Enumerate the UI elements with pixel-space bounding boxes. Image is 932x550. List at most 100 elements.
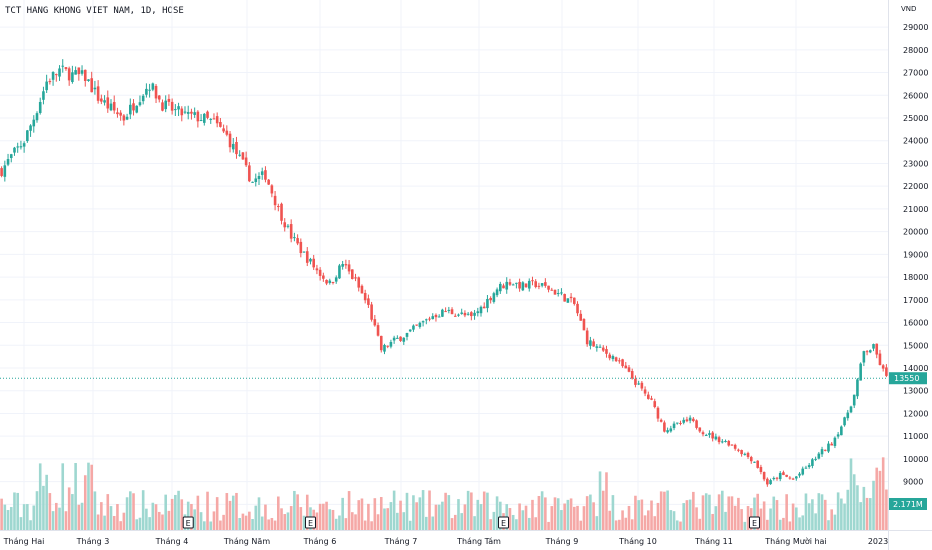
volume-bar: [685, 500, 689, 530]
x-tick-label: Tháng Mười hai: [764, 536, 826, 546]
candle-body: [13, 147, 16, 153]
volume-bar: [457, 499, 460, 530]
volume-bar: [624, 517, 628, 530]
candle-body: [109, 103, 113, 111]
candle-body: [209, 118, 213, 120]
volume-bar: [83, 475, 87, 530]
volume-bar: [112, 516, 116, 530]
earnings-marker[interactable]: E: [498, 516, 510, 529]
volume-bar: [836, 492, 840, 530]
candle-body: [527, 280, 531, 289]
candle-body: [293, 237, 296, 239]
volume-bar: [167, 510, 171, 530]
candle-body: [566, 298, 570, 303]
volume-bar: [106, 494, 110, 530]
volume-bar: [785, 494, 788, 530]
earnings-marker[interactable]: E: [304, 516, 316, 529]
volume-bar: [798, 517, 801, 530]
volume-bar: [605, 472, 608, 530]
candle-body: [135, 105, 139, 113]
candle-body: [93, 87, 97, 90]
candle-body: [418, 322, 422, 327]
volume-bar: [80, 502, 84, 530]
volume-bar: [846, 489, 850, 530]
candle-body: [759, 466, 763, 473]
candle-body: [174, 109, 177, 111]
volume-bar: [804, 493, 808, 530]
candle-body: [804, 467, 808, 469]
candle-body: [717, 437, 721, 443]
candle-body: [862, 351, 866, 363]
candle-body: [90, 78, 93, 93]
volume-bar: [540, 491, 544, 530]
volume-bar: [257, 497, 261, 530]
candle-body: [627, 367, 631, 372]
earnings-marker[interactable]: E: [748, 516, 760, 529]
volume-bar: [151, 502, 155, 530]
volume-bar: [55, 502, 58, 530]
volume-bar: [531, 499, 534, 530]
candle-body: [701, 432, 705, 435]
candle-body: [595, 346, 599, 348]
x-tick-label: Tháng Tám: [456, 537, 501, 546]
volume-bar: [206, 491, 209, 530]
candle-body: [87, 79, 90, 82]
candle-body: [376, 325, 380, 336]
candle-body: [119, 112, 122, 116]
volume-bar: [589, 494, 592, 530]
volume-bar: [721, 490, 724, 530]
y-tick-label: 9000: [903, 478, 923, 487]
candle-body: [540, 283, 544, 286]
candle-body: [685, 419, 689, 422]
candle-body: [29, 125, 32, 131]
candle-body: [820, 449, 824, 455]
candle-body: [267, 179, 270, 185]
volume-bar: [299, 507, 303, 530]
candle-body: [775, 477, 779, 479]
candle-body: [3, 165, 7, 177]
volume-bar: [489, 519, 492, 530]
currency-label: VND: [901, 5, 917, 13]
candle-body: [370, 304, 373, 320]
candle-body: [67, 68, 71, 81]
volume-bar: [547, 521, 550, 530]
volume-bar: [746, 506, 750, 530]
candle-body: [518, 281, 521, 289]
volume-bar: [601, 490, 605, 530]
volume-bar: [231, 495, 235, 530]
volume-bar: [3, 504, 7, 530]
volume-bar: [0, 498, 3, 530]
volume-bar: [141, 490, 145, 530]
volume-bar: [64, 511, 68, 530]
candle-body: [611, 356, 615, 360]
volume-bar: [627, 505, 631, 530]
y-tick-label: 13000: [903, 387, 928, 396]
volume-bar: [425, 516, 428, 530]
volume-bar: [788, 521, 792, 530]
candle-body: [235, 141, 238, 155]
chart-title: TCT HANG KHONG VIET NAM, 1D, HOSE: [5, 6, 184, 16]
volume-bar: [161, 514, 164, 530]
candle-body: [61, 65, 65, 67]
volume-bar: [402, 512, 406, 530]
candle-body: [869, 350, 872, 353]
y-tick-label: 12000: [903, 409, 928, 418]
candle-body: [315, 268, 319, 271]
volume-bar: [177, 490, 180, 530]
candle-body: [42, 91, 45, 100]
earnings-marker[interactable]: E: [182, 516, 194, 529]
volume-bar: [830, 509, 833, 530]
volume-bar: [550, 506, 554, 530]
volume-bar: [280, 508, 283, 530]
candle-body: [212, 118, 216, 120]
volume-bar: [267, 519, 270, 530]
volume-bar: [656, 502, 660, 530]
candle-body: [367, 298, 370, 305]
volume-bar: [466, 490, 470, 530]
volume-bar: [544, 497, 547, 530]
x-tick-label: Tháng Năm: [223, 537, 270, 546]
candle-body: [534, 281, 537, 288]
candle-body: [579, 313, 583, 321]
